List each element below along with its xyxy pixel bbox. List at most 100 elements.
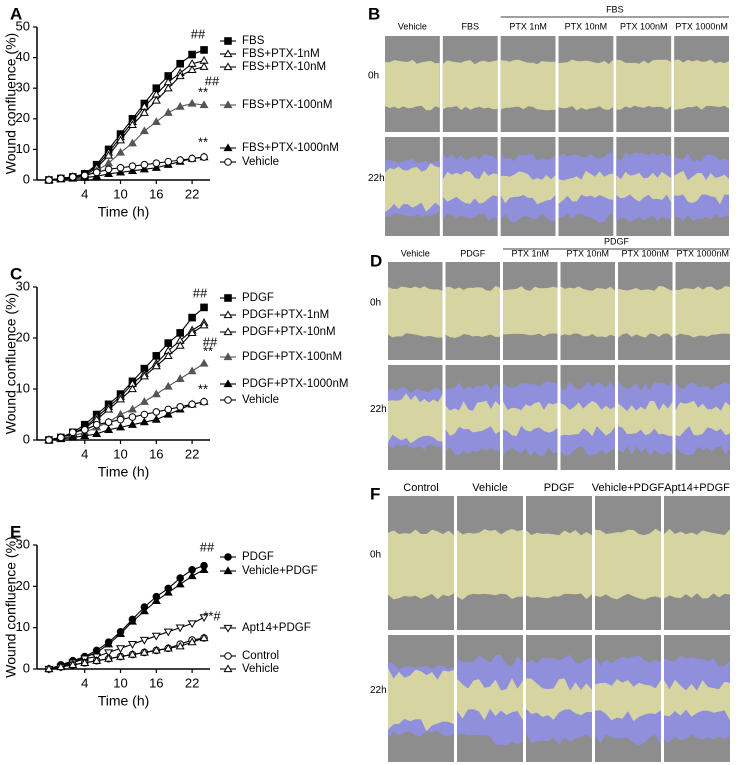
legend-label: Apt14+PDGF (242, 622, 311, 634)
marker (139, 636, 149, 645)
wound-area (674, 59, 729, 111)
marker (152, 159, 161, 167)
marker (175, 579, 185, 588)
legend-label: FBS+PTX-1nM (242, 48, 320, 60)
marker (128, 162, 137, 171)
marker (151, 361, 161, 370)
x-tick-label: 4 (81, 186, 88, 201)
line-chart: E 0 10 20 30 4 10 16 22 Time (h) Wound confluence … (3, 522, 318, 708)
marker (200, 397, 208, 406)
y-tick-label: 10 (16, 141, 30, 156)
column-header: PTX 100nM (621, 248, 669, 258)
row-label: 0h (370, 298, 381, 309)
series-line (48, 363, 205, 441)
marker (151, 389, 161, 398)
annotation: ** (198, 134, 208, 149)
legend-marker (223, 100, 233, 109)
wound-area (442, 60, 498, 110)
marker (163, 628, 173, 637)
column-header: PTX 1000nM (675, 21, 728, 31)
marker (139, 108, 149, 116)
marker (92, 420, 101, 429)
marker (104, 425, 114, 433)
wound-area (503, 401, 558, 436)
marker (187, 620, 197, 629)
annotation: ** (203, 343, 213, 358)
x-axis-label: Time (h) (98, 204, 150, 220)
marker (104, 150, 114, 159)
x-tick-label: 16 (149, 675, 163, 690)
panel-label: C (10, 264, 22, 283)
marker (163, 83, 173, 92)
image-panel: B Vehicle FBS PTX 1nM PTX 10nM PTX 100nM PTX 1… (368, 4, 729, 236)
wound-area (526, 678, 592, 720)
wound-area (560, 400, 615, 437)
marker (127, 166, 137, 174)
marker (164, 339, 173, 347)
marker (127, 120, 137, 129)
marker (175, 341, 185, 349)
marker (199, 565, 209, 573)
annotation: ## (191, 26, 206, 41)
marker (140, 410, 149, 419)
marker (140, 160, 149, 169)
marker (163, 351, 173, 359)
marker (199, 358, 209, 367)
marker (188, 313, 196, 322)
legend-label: Vehicle+PDGF (242, 565, 318, 577)
y-tick-label: 50 (16, 18, 30, 33)
legend-label: FBS+PTX-1000nM (242, 142, 339, 154)
wound-area (385, 163, 440, 213)
legend-marker (224, 37, 232, 45)
marker (116, 415, 125, 424)
legend-marker (224, 158, 232, 166)
marker (175, 641, 185, 650)
line-chart: A 0 10 20 30 40 50 4 10 16 22 Time (h) Wound conflue… (3, 4, 339, 219)
legend-marker (223, 379, 233, 388)
legend-label: FBS+PTX-100nM (242, 99, 332, 111)
x-tick-label: 22 (185, 446, 199, 461)
marker (104, 404, 114, 413)
legend-label: FBS+PTX-10nM (242, 61, 326, 73)
y-tick-label: 0 (23, 171, 30, 186)
marker (116, 651, 126, 660)
y-tick-label: 20 (16, 110, 30, 125)
marker (176, 403, 184, 411)
marker (200, 303, 208, 312)
annotation: ## (200, 539, 215, 554)
marker (127, 616, 137, 625)
annotation: ## (203, 334, 218, 349)
legend-marker (223, 566, 233, 575)
marker (151, 414, 161, 423)
row-label: 22h (370, 685, 387, 696)
annotation: ## (193, 285, 208, 300)
marker (127, 420, 137, 428)
group-header: PDGF (604, 236, 630, 246)
y-tick-label: 0 (23, 660, 30, 675)
marker (92, 656, 102, 664)
y-tick-label: 20 (16, 578, 30, 593)
x-tick-label: 16 (149, 446, 163, 461)
marker (56, 662, 66, 671)
panel-label: B (368, 4, 380, 23)
marker (139, 126, 149, 135)
marker (187, 637, 197, 646)
panel-label: F (370, 484, 380, 503)
marker (151, 95, 161, 104)
wound-area (558, 170, 614, 204)
marker (175, 374, 185, 382)
marker (151, 632, 161, 641)
legend-label: Control (242, 650, 279, 662)
marker (92, 429, 102, 438)
marker (68, 428, 77, 437)
marker (116, 629, 126, 638)
marker (187, 366, 197, 375)
x-tick-label: 4 (81, 446, 88, 461)
marker (187, 98, 197, 107)
legend-marker (224, 652, 232, 660)
marker (104, 649, 114, 658)
column-header: Vehicle+PDGF (592, 482, 665, 494)
marker (163, 587, 173, 596)
wound-area (388, 393, 443, 444)
legend-label: PDGF (242, 292, 274, 304)
